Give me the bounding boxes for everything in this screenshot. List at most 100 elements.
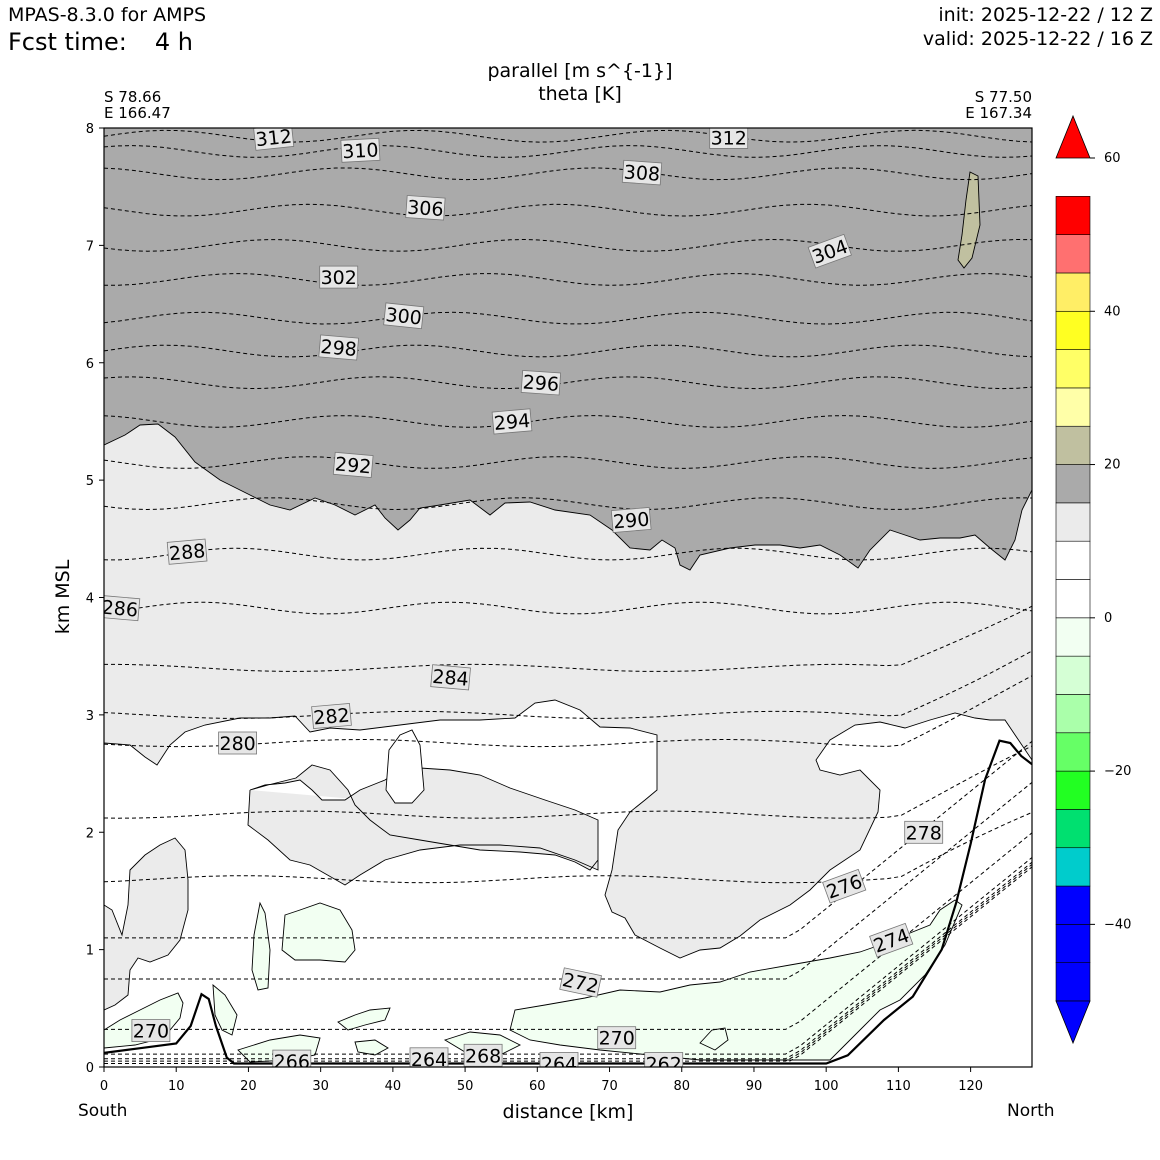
contour-label-text: 286 bbox=[101, 597, 139, 622]
x-axis-label: distance [km] bbox=[503, 1101, 634, 1123]
plot-area: 3123103123083063043023002982962942922902… bbox=[101, 126, 1032, 1073]
fill-region-mid-gray-patch bbox=[247, 764, 599, 886]
colorbar-swatch bbox=[1055, 425, 1091, 465]
axes: 0 10 20 30 40 50 60 70 80 90 100 110 120 0 1 2 3 4 5 6 7 8 bbox=[86, 122, 983, 1094]
contour-label-text: 270 bbox=[133, 1021, 169, 1043]
colorbar-tick-label: 20 bbox=[1104, 458, 1121, 473]
contour-label-box bbox=[272, 1049, 312, 1067]
colorbar-swatch bbox=[1055, 655, 1091, 695]
theta-contour-296 bbox=[104, 376, 1032, 390]
contour-label-312: 312 bbox=[709, 128, 749, 149]
fill-region-pale-green-4 bbox=[212, 983, 238, 1036]
fill-region-pale-green-3 bbox=[251, 901, 271, 991]
colorbar: 60 40 20 0 −20 −40 bbox=[1055, 114, 1131, 1045]
contour-label-308: 308 bbox=[621, 159, 663, 186]
north-label: North bbox=[1007, 1101, 1055, 1121]
contour-label-box bbox=[709, 128, 749, 149]
colorbar-swatch bbox=[1055, 885, 1091, 925]
contour-label-312: 312 bbox=[253, 126, 295, 152]
contour-label-text: 312 bbox=[255, 126, 293, 152]
contour-label-box bbox=[822, 868, 867, 904]
y-tick-label: 6 bbox=[86, 357, 94, 372]
colorbar-extend-high bbox=[1055, 114, 1091, 159]
theta-contour-306 bbox=[104, 203, 1032, 217]
contour-label-text: 298 bbox=[320, 336, 358, 361]
contour-label-box bbox=[405, 195, 446, 221]
contour-label-text: 266 bbox=[274, 1051, 310, 1073]
colorbar-tick-label: 40 bbox=[1104, 304, 1121, 319]
contour-label-294: 294 bbox=[491, 408, 533, 435]
colorbar-swatch bbox=[1055, 234, 1091, 274]
contour-label-box bbox=[610, 506, 652, 534]
x-tick-label: 110 bbox=[886, 1079, 911, 1094]
colorbar-swatch bbox=[1055, 196, 1091, 235]
contour-label-270: 270 bbox=[597, 1026, 637, 1050]
y-axis-label: km MSL bbox=[52, 559, 74, 634]
contour-label-262: 262 bbox=[644, 1052, 684, 1067]
fill-region-left-gray bbox=[104, 837, 189, 1011]
theta-contour-300 bbox=[104, 311, 1032, 325]
colorbar-swatch bbox=[1055, 464, 1091, 504]
contour-label-text: 294 bbox=[493, 410, 531, 435]
theta-contour-284 bbox=[104, 605, 1032, 672]
contour-label-286: 286 bbox=[101, 595, 141, 622]
colorbar-swatch bbox=[1055, 617, 1091, 657]
theta-contour-276 bbox=[104, 811, 1032, 884]
contour-label-text: 282 bbox=[313, 704, 351, 729]
contour-label-box bbox=[218, 731, 258, 755]
contour-label-text: 290 bbox=[612, 508, 650, 533]
contour-label-284: 284 bbox=[430, 664, 471, 691]
contour-label-box bbox=[311, 702, 352, 730]
contour-label-box bbox=[332, 451, 374, 478]
contour-label-292: 292 bbox=[332, 451, 374, 478]
theta-contour-282 bbox=[104, 650, 1032, 719]
left-longitude: E 166.47 bbox=[104, 104, 171, 122]
colorbar-swatch bbox=[1055, 349, 1091, 389]
contour-label-306: 306 bbox=[405, 195, 446, 221]
y-tick-label: 4 bbox=[86, 592, 94, 607]
contour-label-264: 264 bbox=[539, 1052, 579, 1067]
contour-label-box bbox=[807, 233, 852, 269]
theta-contour-286 bbox=[104, 601, 1032, 615]
colorbar-tick-label: 0 bbox=[1104, 611, 1112, 626]
contour-label-298: 298 bbox=[318, 334, 360, 361]
fill-region-pale-green-5 bbox=[509, 899, 963, 1061]
terrain bbox=[104, 739, 1032, 1065]
contour-label-296: 296 bbox=[520, 369, 562, 396]
contour-label-box bbox=[621, 159, 663, 186]
fill-region-low-white bbox=[385, 729, 425, 804]
y-tick-label: 5 bbox=[86, 474, 94, 489]
x-tick-label: 40 bbox=[385, 1079, 402, 1094]
colorbar-swatch bbox=[1055, 502, 1091, 542]
colorbar-swatch bbox=[1055, 272, 1091, 312]
contour-label-box bbox=[644, 1052, 684, 1067]
forecast-time-label: Fcst time: bbox=[8, 28, 127, 56]
contour-label-box bbox=[318, 334, 360, 361]
contour-label-264: 264 bbox=[409, 1047, 449, 1067]
x-tick-label: 120 bbox=[958, 1079, 983, 1094]
theta-contour-310 bbox=[104, 145, 1032, 158]
left-endpoint-coords: S 78.66 E 166.47 bbox=[104, 89, 171, 121]
contour-label-text: 302 bbox=[321, 267, 357, 289]
theta-contour-308 bbox=[104, 167, 1032, 181]
contour-label-box bbox=[539, 1052, 579, 1067]
colorbar-swatch bbox=[1055, 579, 1091, 619]
x-tick-label: 80 bbox=[673, 1079, 690, 1094]
colorbar-swatch bbox=[1055, 962, 1091, 1002]
theta-contour-labels: 3123103123083063043023002982962942922902… bbox=[101, 126, 944, 1073]
x-tick-label: 60 bbox=[529, 1079, 546, 1094]
colorbar-swatch bbox=[1055, 809, 1091, 849]
theta-contour-270 bbox=[104, 832, 1032, 1030]
y-tick-label: 7 bbox=[86, 239, 94, 254]
contour-label-310: 310 bbox=[340, 137, 381, 163]
contour-label-280: 280 bbox=[218, 731, 258, 755]
init-time: init: 2025-12-22 / 12 Z bbox=[938, 4, 1153, 26]
contour-label-box bbox=[491, 408, 533, 435]
valid-time: valid: 2025-12-22 / 16 Z bbox=[922, 28, 1153, 50]
contour-label-box bbox=[253, 128, 295, 151]
contour-label-text: 296 bbox=[522, 371, 560, 395]
model-title: MPAS-8.3.0 for AMPS bbox=[8, 4, 207, 26]
contour-label-text: 268 bbox=[465, 1045, 501, 1067]
colorbar-swatch bbox=[1055, 732, 1091, 772]
